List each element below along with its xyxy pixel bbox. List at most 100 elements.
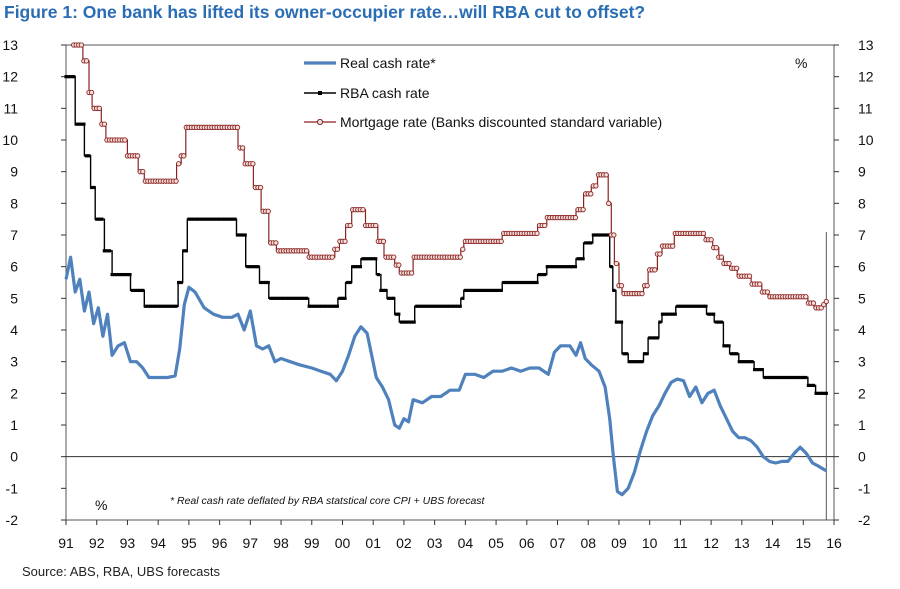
rba-cash-rate-marker xyxy=(305,296,309,300)
rba-cash-rate-marker xyxy=(737,360,741,364)
rba-cash-rate-marker xyxy=(363,257,368,261)
rba-cash-rate-marker xyxy=(776,375,780,380)
mortgage-rate-marker xyxy=(408,270,415,276)
rba-cash-rate-marker xyxy=(806,383,810,388)
rba-cash-rate-marker xyxy=(340,296,345,300)
rba-cash-rate-marker xyxy=(151,304,155,308)
rba-cash-rate-marker xyxy=(502,280,506,285)
rba-cash-rate-marker xyxy=(479,288,483,293)
rba-cash-rate-marker xyxy=(200,217,204,221)
rba-cash-rate-marker xyxy=(69,75,73,79)
rba-cash-rate-marker xyxy=(312,304,316,308)
rba-cash-rate-marker xyxy=(399,320,403,324)
rba-cash-rate-marker xyxy=(609,265,613,269)
rba-cash-rate-marker xyxy=(512,280,516,285)
rba-cash-rate-marker xyxy=(241,233,245,237)
y-tick-label-right: 1 xyxy=(858,417,866,433)
right-unit-label: % xyxy=(795,55,807,71)
rba-cash-rate-marker xyxy=(238,233,242,237)
rba-cash-rate-marker xyxy=(760,367,764,372)
mortgage-rate-marker xyxy=(803,294,809,300)
rba-cash-rate-marker xyxy=(794,375,798,380)
mortgage-rate-marker xyxy=(380,238,387,244)
rba-cash-rate-marker xyxy=(497,288,501,293)
rba-cash-rate-marker xyxy=(422,304,426,308)
rba-cash-rate-marker xyxy=(786,375,790,380)
rba-cash-rate-marker xyxy=(824,391,828,395)
x-tick-label: 04 xyxy=(458,535,474,551)
mortgage-rate-marker xyxy=(823,298,829,305)
rba-cash-rate-marker xyxy=(169,304,173,308)
y-tick-label-right: 6 xyxy=(858,259,866,275)
rba-cash-rate-marker xyxy=(92,185,96,190)
rba-cash-rate-marker xyxy=(525,280,529,285)
rba-cash-rate-marker xyxy=(461,296,465,300)
x-tick-label: 16 xyxy=(826,535,842,551)
rba-cash-rate-marker xyxy=(440,304,444,308)
rba-cash-rate-marker xyxy=(778,375,782,380)
mortgage-rate-marker xyxy=(639,290,645,297)
mortgage-rate-marker xyxy=(396,262,402,268)
left-unit-label: % xyxy=(95,497,107,513)
rba-cash-rate-marker xyxy=(381,288,386,293)
rba-cash-rate-marker xyxy=(730,352,734,356)
y-tick-label-left: 3 xyxy=(10,354,18,370)
mortgage-rate-marker xyxy=(173,178,179,184)
mortgage-rate-marker xyxy=(122,137,128,143)
rba-cash-rate-marker xyxy=(136,288,140,293)
rba-cash-rate-marker xyxy=(261,280,265,285)
rba-cash-rate-marker xyxy=(740,360,744,364)
rba-cash-rate-marker xyxy=(64,75,68,79)
rba-cash-rate-marker xyxy=(105,249,109,253)
mortgage-rate-marker xyxy=(257,184,264,191)
x-tick-label: 13 xyxy=(734,535,750,551)
rba-cash-rate-marker xyxy=(466,288,470,293)
rba-cash-rate-marker xyxy=(555,265,560,269)
rba-cash-rate-marker xyxy=(578,257,583,261)
rba-cash-rate-marker xyxy=(66,75,71,79)
rba-cash-rate-marker xyxy=(768,375,772,380)
rba-cash-rate-marker xyxy=(571,265,575,269)
y-tick-label-right: -2 xyxy=(858,512,871,528)
rba-cash-rate-marker xyxy=(584,241,588,245)
rba-cash-rate-marker xyxy=(491,288,496,293)
rba-cash-rate-marker xyxy=(489,288,493,293)
rba-cash-rate-marker xyxy=(566,265,570,269)
y-tick-label-left: 11 xyxy=(3,100,18,116)
rba-cash-rate-marker xyxy=(310,304,314,308)
x-tick-label: 14 xyxy=(765,535,781,551)
y-tick-label-right: 12 xyxy=(858,69,874,85)
rba-cash-rate-marker xyxy=(133,288,137,293)
mortgage-rate-marker xyxy=(810,300,817,306)
legend-marker-mortgage-rate xyxy=(316,118,324,126)
rba-cash-rate-marker xyxy=(164,304,168,308)
rba-cash-rate-marker xyxy=(394,312,398,316)
rba-cash-rate-marker xyxy=(330,304,334,308)
rba-cash-rate-marker xyxy=(561,265,565,269)
rba-cash-rate-marker xyxy=(251,265,255,269)
mortgage-rate-marker xyxy=(498,238,504,244)
rba-cash-rate-marker xyxy=(706,312,711,316)
rba-cash-rate-marker xyxy=(235,233,240,237)
rba-cash-rate-marker xyxy=(225,217,229,221)
rba-cash-rate-marker xyxy=(545,265,549,269)
rba-cash-rate-marker xyxy=(722,344,726,348)
rba-cash-rate-marker xyxy=(658,320,662,324)
rba-cash-rate-marker xyxy=(322,304,327,308)
rba-cash-rate-marker xyxy=(223,217,227,221)
rba-cash-rate-marker xyxy=(274,296,278,300)
y-tick-label-right: 7 xyxy=(858,227,866,243)
y-tick-label-left: 4 xyxy=(10,322,18,338)
plot-frame xyxy=(65,44,835,521)
y-tick-label-right: 13 xyxy=(858,37,874,53)
rba-cash-rate-marker xyxy=(666,312,670,316)
mortgage-rate-marker xyxy=(618,283,625,289)
rba-cash-rate-marker xyxy=(630,360,634,364)
rba-cash-rate-marker xyxy=(294,296,298,300)
rba-cash-rate-marker xyxy=(783,375,787,380)
mortgage-rate-marker xyxy=(83,58,90,64)
x-tick-label: 12 xyxy=(703,535,719,551)
mortgage-rate-marker xyxy=(460,246,466,252)
rba-cash-rate-marker xyxy=(619,320,624,324)
rba-cash-rate-marker xyxy=(246,265,250,269)
